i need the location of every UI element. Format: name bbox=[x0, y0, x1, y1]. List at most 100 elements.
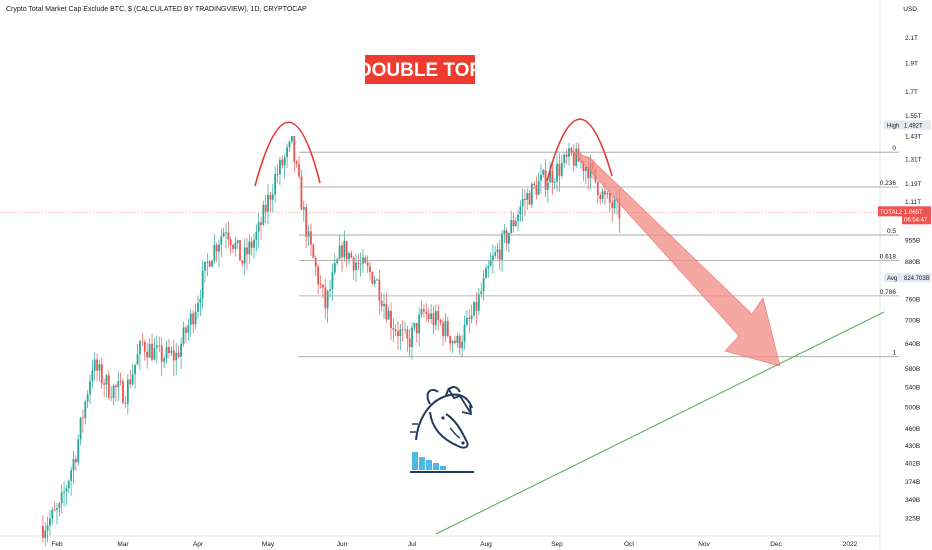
currency-label: USD bbox=[903, 6, 917, 13]
y-tick-label: 580B bbox=[905, 366, 920, 373]
candle bbox=[49, 510, 51, 536]
bearish-arrow bbox=[571, 150, 781, 367]
candle bbox=[475, 292, 478, 325]
candle bbox=[129, 369, 132, 388]
candle bbox=[439, 318, 442, 326]
candle bbox=[415, 322, 418, 343]
candle bbox=[246, 237, 248, 270]
candle bbox=[563, 152, 566, 169]
support-trendline bbox=[435, 311, 885, 535]
candle bbox=[322, 284, 324, 299]
candle bbox=[42, 515, 44, 543]
candle bbox=[355, 253, 357, 282]
candle bbox=[317, 264, 320, 295]
candle bbox=[220, 228, 223, 257]
left-top-arc bbox=[254, 121, 321, 187]
candle bbox=[170, 345, 173, 357]
badge-name: TOTAL2 bbox=[880, 210, 903, 216]
candle bbox=[420, 299, 423, 318]
badge-name: High bbox=[887, 123, 899, 129]
x-tick-label: Dec bbox=[770, 541, 782, 548]
candle bbox=[406, 325, 409, 353]
fib-level-label: 0.618 bbox=[880, 254, 897, 261]
candle bbox=[343, 230, 346, 262]
candle bbox=[103, 378, 106, 398]
candle bbox=[540, 164, 542, 194]
y-tick-label: 374B bbox=[905, 479, 920, 486]
candle bbox=[521, 188, 524, 222]
candle bbox=[307, 225, 310, 247]
candle bbox=[267, 184, 269, 225]
candle bbox=[300, 169, 303, 210]
candle bbox=[271, 183, 274, 213]
candle bbox=[288, 140, 291, 153]
badge-value: 1.492T bbox=[904, 123, 923, 129]
y-tick-label: 880B bbox=[905, 259, 920, 266]
candle bbox=[519, 200, 522, 222]
candle bbox=[376, 278, 378, 281]
candle bbox=[232, 244, 234, 254]
candle bbox=[508, 232, 510, 253]
candle bbox=[390, 302, 392, 341]
candle bbox=[158, 336, 161, 353]
candle bbox=[182, 321, 185, 347]
candle bbox=[46, 516, 49, 543]
candle bbox=[411, 322, 413, 360]
candle bbox=[192, 309, 195, 333]
candle bbox=[67, 479, 70, 493]
candle bbox=[98, 359, 101, 382]
candle bbox=[480, 282, 483, 297]
candle bbox=[74, 455, 77, 472]
badge-value: 824.703B bbox=[904, 276, 930, 282]
candle bbox=[544, 158, 547, 198]
candle bbox=[510, 210, 513, 235]
candle bbox=[387, 305, 390, 320]
candle bbox=[449, 335, 452, 351]
candle bbox=[487, 260, 490, 278]
candle bbox=[70, 466, 73, 496]
candle bbox=[72, 450, 75, 485]
candle bbox=[236, 239, 239, 250]
candle bbox=[155, 335, 158, 364]
candle bbox=[136, 343, 139, 365]
candle bbox=[58, 501, 61, 517]
candle bbox=[399, 323, 402, 350]
candle bbox=[528, 189, 531, 206]
x-tick-label: May bbox=[262, 541, 275, 548]
y-tick-label: 1.19T bbox=[905, 181, 922, 188]
y-tick-label: 402B bbox=[905, 461, 920, 468]
candle bbox=[172, 339, 175, 377]
y-tick-label: 1.11T bbox=[905, 199, 921, 206]
candle bbox=[180, 337, 182, 370]
candle bbox=[418, 307, 421, 347]
candle bbox=[206, 253, 209, 276]
candle bbox=[485, 264, 487, 279]
candle bbox=[204, 261, 206, 283]
candle bbox=[253, 233, 255, 260]
candle bbox=[305, 203, 308, 249]
candle bbox=[451, 339, 454, 354]
candle bbox=[537, 172, 540, 195]
candle bbox=[427, 308, 430, 323]
candle bbox=[446, 316, 449, 338]
candle bbox=[148, 338, 151, 359]
candle bbox=[185, 325, 187, 344]
candle bbox=[458, 333, 461, 355]
y-tick-label: 325B bbox=[905, 515, 920, 522]
candle bbox=[89, 374, 91, 405]
candle bbox=[201, 260, 204, 310]
candle bbox=[437, 304, 440, 331]
chart-title: Crypto Total Market Cap Exclude BTC, $ (… bbox=[6, 6, 307, 13]
candle bbox=[489, 252, 492, 267]
fib-retracement[interactable]: 0 0.236 0.5 0.618 0.786 1 bbox=[299, 145, 899, 358]
candle bbox=[110, 385, 113, 402]
candle bbox=[79, 417, 82, 445]
candle bbox=[425, 303, 428, 322]
candle bbox=[250, 236, 253, 256]
badge-name: Avg bbox=[887, 276, 897, 282]
drawings[interactable] bbox=[254, 118, 885, 535]
candle bbox=[63, 481, 65, 507]
candle bbox=[535, 176, 538, 200]
